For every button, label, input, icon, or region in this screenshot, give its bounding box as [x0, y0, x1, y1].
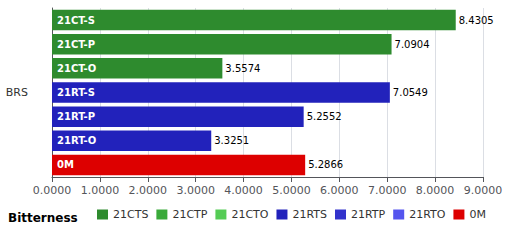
- svg-text:21RTP: 21RTP: [351, 208, 386, 221]
- svg-text:5.0000: 5.0000: [272, 184, 311, 197]
- svg-text:0M: 0M: [469, 208, 486, 221]
- svg-text:3.5574: 3.5574: [225, 63, 260, 74]
- svg-text:7.0904: 7.0904: [395, 39, 430, 50]
- svg-text:21CTP: 21CTP: [172, 208, 207, 221]
- svg-text:21CTS: 21CTS: [113, 208, 148, 221]
- svg-text:21RTS: 21RTS: [292, 208, 327, 221]
- svg-text:21RT-P: 21RT-P: [57, 111, 95, 122]
- svg-text:1.0000: 1.0000: [81, 184, 120, 197]
- svg-text:8.0000: 8.0000: [416, 184, 455, 197]
- svg-text:8.4305: 8.4305: [459, 15, 494, 26]
- svg-text:21RT-S: 21RT-S: [57, 87, 95, 98]
- svg-text:21CTO: 21CTO: [231, 208, 268, 221]
- svg-text:Bitterness: Bitterness: [8, 211, 78, 225]
- svg-text:7.0000: 7.0000: [368, 184, 407, 197]
- svg-text:0M: 0M: [57, 159, 74, 170]
- svg-text:21CT-P: 21CT-P: [57, 39, 95, 50]
- svg-text:4.0000: 4.0000: [224, 184, 263, 197]
- svg-text:3.0000: 3.0000: [176, 184, 215, 197]
- svg-text:21CT-S: 21CT-S: [57, 15, 95, 26]
- svg-text:2.0000: 2.0000: [129, 184, 168, 197]
- svg-text:3.3251: 3.3251: [214, 135, 249, 146]
- svg-text:21CT-O: 21CT-O: [57, 63, 96, 74]
- svg-text:0.0000: 0.0000: [33, 184, 72, 197]
- svg-text:5.2552: 5.2552: [307, 111, 342, 122]
- svg-text:BRS: BRS: [6, 86, 28, 99]
- svg-text:21RT-O: 21RT-O: [57, 135, 96, 146]
- svg-text:9.0000: 9.0000: [464, 184, 503, 197]
- svg-text:6.0000: 6.0000: [320, 184, 359, 197]
- svg-text:7.0549: 7.0549: [393, 87, 428, 98]
- svg-text:5.2866: 5.2866: [308, 159, 343, 170]
- svg-text:21RTO: 21RTO: [409, 208, 446, 221]
